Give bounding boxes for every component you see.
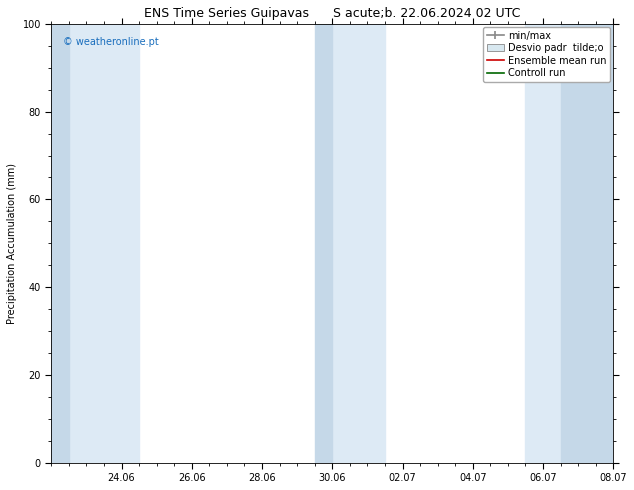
- Bar: [51, 24, 69, 463]
- Bar: [314, 24, 332, 463]
- Legend: min/max, Desvio padr  tilde;o, Ensemble mean run, Controll run: min/max, Desvio padr tilde;o, Ensemble m…: [482, 27, 611, 82]
- Y-axis label: Precipitation Accumulation (mm): Precipitation Accumulation (mm): [7, 163, 17, 324]
- Bar: [69, 24, 139, 463]
- Text: © weatheronline.pt: © weatheronline.pt: [63, 37, 158, 47]
- Title: ENS Time Series Guipavas      S acute;b. 22.06.2024 02 UTC: ENS Time Series Guipavas S acute;b. 22.0…: [144, 7, 521, 20]
- Bar: [560, 24, 613, 463]
- Bar: [332, 24, 385, 463]
- Bar: [526, 24, 560, 463]
